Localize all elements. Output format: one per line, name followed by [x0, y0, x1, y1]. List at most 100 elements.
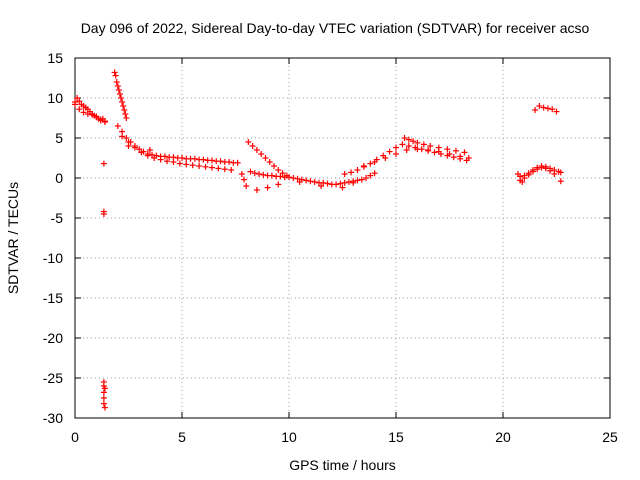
data-point [100, 400, 107, 407]
data-point [401, 135, 408, 141]
data-point [386, 148, 393, 155]
data-point [200, 156, 207, 163]
data-point [339, 184, 346, 191]
data-point [410, 138, 417, 145]
data-point [97, 116, 104, 123]
data-point [414, 146, 421, 153]
data-point [123, 115, 130, 121]
data-point [420, 141, 427, 148]
data-point [341, 179, 348, 186]
data-point [337, 180, 344, 187]
data-point [238, 171, 245, 177]
data-point [114, 83, 121, 89]
data-point [529, 168, 536, 175]
data-point [217, 158, 224, 165]
data-point [450, 154, 457, 161]
data-point [101, 404, 108, 411]
data-point [138, 149, 145, 156]
data-point [80, 109, 87, 116]
data-point [101, 118, 108, 125]
y-tick-label: -25 [43, 370, 63, 386]
data-point [311, 179, 318, 185]
data-point [444, 146, 451, 153]
data-point [101, 385, 108, 392]
x-tick-label: 0 [71, 429, 79, 445]
y-tick-label: -20 [43, 330, 63, 346]
data-point [125, 143, 132, 149]
data-point [111, 69, 118, 76]
data-point [296, 179, 303, 185]
data-point [72, 101, 78, 108]
data-point [540, 104, 547, 111]
data-point [517, 177, 524, 184]
data-point [553, 108, 560, 115]
data-point [161, 153, 168, 160]
data-point [123, 135, 130, 141]
data-point [119, 99, 126, 105]
data-point [226, 159, 233, 165]
data-point [247, 168, 254, 175]
data-point [268, 172, 275, 179]
x-tick-label: 20 [495, 429, 511, 445]
data-point [116, 91, 123, 97]
data-point [303, 177, 310, 184]
data-point [371, 170, 378, 177]
data-point [283, 172, 290, 179]
data-point [100, 211, 107, 217]
data-point [243, 183, 250, 189]
y-tick-label: 5 [55, 130, 63, 146]
data-point [277, 173, 284, 180]
data-point [114, 123, 121, 129]
data-point [100, 160, 107, 167]
data-point [345, 179, 352, 185]
data-point [151, 155, 158, 161]
data-point [382, 155, 389, 161]
data-point [262, 155, 269, 161]
data-point [425, 147, 432, 153]
data-point [532, 107, 539, 113]
y-tick-label: 10 [47, 90, 63, 106]
data-point [542, 165, 549, 172]
data-point [414, 139, 421, 146]
data-point [275, 181, 282, 188]
data-point [534, 166, 541, 173]
data-point [290, 175, 297, 181]
data-point [215, 165, 222, 172]
y-tick-label: -10 [43, 250, 63, 266]
data-point [176, 160, 183, 167]
data-point [258, 151, 265, 157]
data-point [251, 170, 258, 177]
data-point [253, 147, 260, 153]
data-point [121, 107, 128, 113]
data-point [249, 143, 256, 149]
x-tick-label: 25 [602, 429, 618, 445]
data-point [341, 171, 348, 177]
data-point [136, 146, 143, 153]
data-point [208, 164, 215, 171]
y-tick-label: -5 [51, 210, 64, 226]
chart-title: Day 096 of 2022, Sidereal Day-to-day VTE… [81, 20, 590, 36]
data-point [191, 155, 198, 162]
data-point [115, 87, 122, 93]
data-point [74, 95, 81, 101]
data-point [435, 144, 442, 151]
data-point [149, 151, 156, 158]
grid [75, 58, 610, 418]
x-axis-title: GPS time / hours [289, 457, 396, 473]
data-point [318, 183, 325, 189]
y-tick-label: -15 [43, 290, 63, 306]
data-point [179, 155, 185, 161]
data-point [465, 155, 472, 161]
data-point [350, 179, 357, 186]
x-tick-label: 15 [388, 429, 404, 445]
data-point [393, 144, 399, 151]
data-point [228, 167, 235, 173]
data-point [360, 163, 367, 169]
data-point [256, 171, 263, 177]
data-point [452, 147, 459, 154]
data-point [144, 152, 151, 159]
x-tick-label: 10 [281, 429, 297, 445]
data-point [525, 171, 532, 178]
data-point [119, 133, 126, 140]
data-point [363, 175, 370, 181]
